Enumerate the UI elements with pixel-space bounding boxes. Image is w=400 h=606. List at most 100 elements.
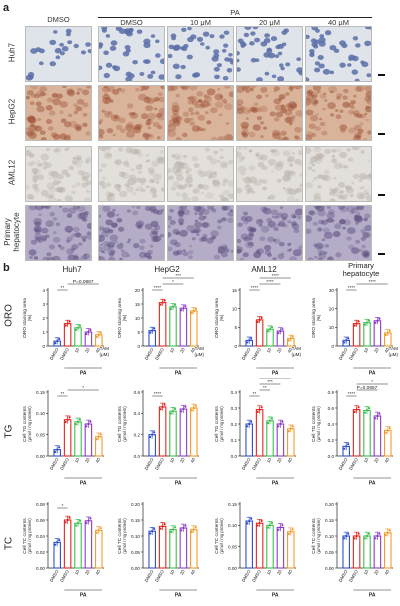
chart-title: Primary — [348, 262, 374, 270]
point-4-2 — [194, 526, 197, 529]
point-3-2 — [378, 532, 381, 535]
point-0-1 — [151, 433, 154, 436]
chart-title: HepG2 — [154, 265, 180, 274]
x-tick-label-2: 10 — [74, 347, 81, 354]
y-axis-label: Cell TC contents — [214, 518, 220, 554]
point-4-1 — [386, 429, 389, 432]
point-0-0 — [54, 450, 57, 454]
point-2-2 — [78, 418, 82, 421]
point-0-0 — [149, 331, 152, 334]
y-tick-label-1: 0.05 — [131, 550, 140, 555]
point-4-0 — [190, 530, 193, 534]
bar-3 — [373, 320, 382, 347]
point-1-0 — [353, 537, 356, 540]
point-2-0 — [363, 537, 367, 540]
bar-0 — [245, 520, 253, 569]
y-tick-label-3: 3 — [42, 302, 45, 307]
chart-tg-0: 0.00 0.05 0.10 0.15 Cell TG contents (μmol / … — [22, 385, 104, 486]
bar-4 — [287, 428, 295, 457]
row-label-0: Huh7 — [7, 42, 17, 63]
bar-2 — [74, 522, 82, 569]
x-tick-label-0: DMSO — [49, 457, 60, 471]
micrograph-3-1 — [98, 205, 165, 261]
point-0-2 — [58, 446, 61, 449]
bar-4 — [287, 531, 295, 569]
micrograph-2-1 — [98, 146, 165, 202]
x-tick-label-3: 20 — [84, 569, 91, 576]
scale-bar-0 — [378, 74, 385, 76]
x-tick-label-1: DMSO — [348, 347, 359, 361]
micrograph-0-3 — [236, 26, 303, 82]
pa-group-label: PA — [272, 593, 279, 599]
panel-a-letter: a — [3, 2, 10, 14]
point-1-2 — [68, 516, 71, 519]
micrograph-2-2 — [167, 146, 234, 202]
point-4-0 — [95, 438, 98, 441]
micrograph-1-3 — [236, 85, 303, 141]
point-1-2 — [260, 519, 263, 522]
x-tick-label-0: DMSO — [241, 569, 252, 583]
y-axis-unit: (μmol / mg protein) — [122, 518, 127, 554]
point-4-2 — [99, 433, 102, 436]
point-4-2 — [291, 425, 294, 428]
x-tick-label-0: DMSO — [144, 457, 155, 471]
bar-0 — [342, 535, 350, 569]
point-0-2 — [347, 337, 350, 340]
y-tick-label-2: 0.10 — [325, 534, 334, 539]
x-tick-label-1: DMSO — [59, 569, 70, 583]
point-1-1 — [161, 525, 164, 528]
point-1-0 — [256, 320, 259, 323]
x-tick-label-3: 20 — [373, 569, 380, 576]
point-4-2 — [388, 329, 391, 333]
point-3-2 — [378, 412, 381, 415]
bar-3 — [276, 526, 285, 569]
point-2-0 — [266, 422, 270, 425]
sig-label-0: * — [61, 503, 63, 509]
y-tick-label-2: 0.4 — [134, 411, 141, 416]
x-tick-label-3: 20 — [276, 457, 283, 464]
y-tick-label-3: 0.15 — [325, 518, 334, 523]
x-tick-label-4: 40 — [383, 457, 390, 464]
y-tick-label-1: 0.05 — [36, 432, 45, 437]
point-2-2 — [173, 407, 177, 410]
y-tick-label-4: 0.08 — [36, 502, 45, 507]
y-tick-label-0: 0 — [234, 344, 237, 349]
bar-3 — [179, 307, 188, 347]
point-3-0 — [180, 529, 183, 532]
y-tick-label-1: 5 — [137, 330, 140, 335]
x-tick-label-2: 10 — [363, 457, 370, 464]
x-tick-label-4: 40 — [94, 347, 101, 354]
point-2-0 — [363, 411, 367, 414]
point-0-1 — [56, 448, 59, 451]
point-4-2 — [194, 404, 197, 407]
chart-title: AML12 — [251, 265, 277, 274]
x-tick-label-2: 10 — [169, 347, 176, 354]
panel-b-letter: b — [3, 262, 10, 274]
y-tick-label-0: 0.00 — [131, 566, 140, 571]
bar-2 — [169, 410, 177, 457]
point-0-1 — [56, 541, 59, 544]
point-1-0 — [159, 303, 162, 306]
y-tick-label-3: 0.15 — [228, 502, 237, 507]
column-header-1: DMSO — [120, 18, 143, 27]
y-tick-label-4: 0.8 — [328, 390, 335, 395]
bar-3 — [84, 520, 93, 569]
pa-group-label: PA — [80, 371, 87, 377]
point-0-1 — [151, 530, 154, 533]
chart-tg-3: 0.0 0.2 0.4 0.6 0.8 Cell TG contents (μmol / m… — [311, 379, 393, 486]
x-tick-label-4: 40 — [189, 457, 196, 464]
y-axis-unit: (μmol / mg protein) — [219, 518, 224, 554]
scale-bar-1 — [378, 133, 385, 135]
pa-label: PA — [230, 8, 240, 17]
y-tick-label-4: 0.4 — [231, 390, 238, 395]
point-4-0 — [287, 339, 290, 342]
sig-label-1: **** — [266, 279, 274, 285]
point-4-1 — [386, 331, 389, 335]
y-tick-label-0: 0.00 — [36, 454, 45, 459]
y-tick-label-1: 5 — [234, 325, 237, 330]
x-tick-label-3: 20 — [179, 347, 186, 354]
y-tick-label-3: 0.15 — [131, 518, 140, 523]
bar-2 — [363, 409, 371, 457]
y-axis-label: Cell TC contents — [117, 518, 123, 554]
